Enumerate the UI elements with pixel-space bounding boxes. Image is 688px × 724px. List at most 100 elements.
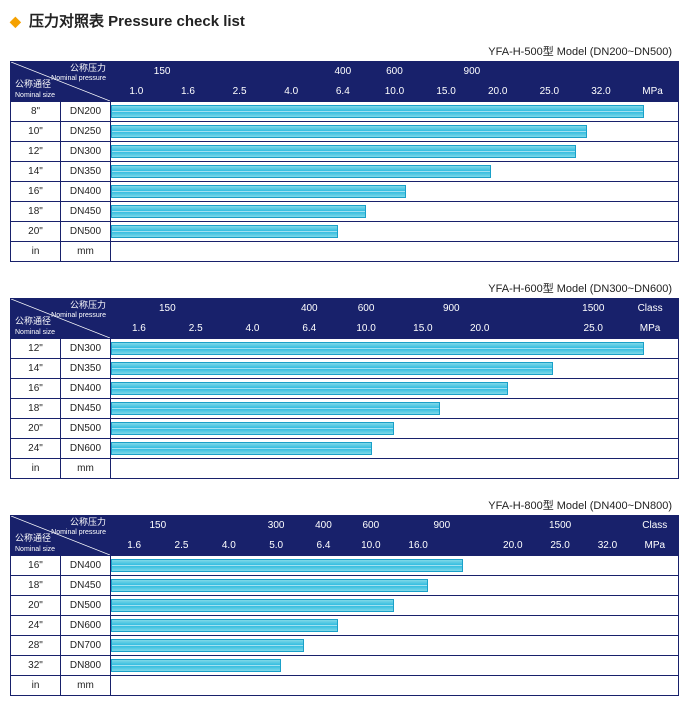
pressure-bar	[111, 402, 440, 415]
table-row: 8"DN200	[11, 102, 679, 122]
size-mm: DN500	[61, 596, 111, 616]
pressure-table: 公称压力Nominal pressure公称通径Nominal size150 3…	[10, 515, 679, 696]
class-header-cell: 1500	[536, 516, 583, 536]
pressure-bar	[111, 579, 428, 592]
mpa-header-cell: 4.0	[205, 536, 252, 556]
table-row: 10"DN250	[11, 122, 679, 142]
size-mm: DN400	[61, 556, 111, 576]
mpa-header-cell: 25.0	[565, 319, 622, 339]
bar-cell	[111, 122, 679, 142]
size-mm: DN400	[61, 379, 111, 399]
mpa-header-cell: 2.5	[214, 82, 266, 102]
class-header-cell: 900	[394, 516, 489, 536]
size-mm: DN600	[61, 616, 111, 636]
size-in: 28"	[11, 636, 61, 656]
size-in: 20"	[11, 222, 61, 242]
size-in: 18"	[11, 202, 61, 222]
class-header-cell: 150	[111, 299, 225, 319]
class-header-cell: 900	[420, 62, 523, 82]
mpa-header-cell: 1.0	[111, 82, 163, 102]
mpa-unit-cell: MPa	[631, 536, 678, 556]
corner-label: 公称压力Nominal pressure公称通径Nominal size	[11, 62, 111, 102]
size-in: 24"	[11, 439, 61, 459]
class-header-cell	[224, 299, 281, 319]
bar-cell	[111, 636, 679, 656]
pressure-bar	[111, 205, 366, 218]
bar-cell	[111, 379, 679, 399]
unit-mm: mm	[61, 242, 111, 262]
bar-cell	[111, 202, 679, 222]
table-row: 14"DN350	[11, 162, 679, 182]
mpa-header-cell: 32.0	[584, 536, 631, 556]
size-mm: DN600	[61, 439, 111, 459]
mpa-header-cell: 10.0	[347, 536, 394, 556]
size-in: 16"	[11, 182, 61, 202]
pressure-bar	[111, 342, 644, 355]
table-row: 28"DN700	[11, 636, 679, 656]
class-header-cell	[524, 62, 627, 82]
pressure-bar	[111, 225, 338, 238]
size-in: 8"	[11, 102, 61, 122]
mpa-unit-cell: MPa	[627, 82, 679, 102]
mpa-header-cell: 6.4	[281, 319, 338, 339]
pressure-bar	[111, 165, 491, 178]
class-header-cell	[205, 516, 252, 536]
size-in: 18"	[11, 399, 61, 419]
class-header-cell: 1500	[565, 299, 622, 319]
corner-label: 公称压力Nominal pressure公称通径Nominal size	[11, 516, 111, 556]
class-header-cell: 900	[394, 299, 508, 319]
pressure-bar	[111, 362, 553, 375]
table-row: 14"DN350	[11, 359, 679, 379]
size-in: 18"	[11, 576, 61, 596]
class-header-cell: 150	[111, 516, 206, 536]
size-mm: DN500	[61, 222, 111, 242]
size-mm: DN450	[61, 399, 111, 419]
mpa-header-cell: 1.6	[111, 319, 168, 339]
class-header-cell: 600	[347, 516, 394, 536]
bar-cell	[111, 339, 679, 359]
class-header-cell: 600	[338, 299, 395, 319]
unit-mm: mm	[61, 459, 111, 479]
table-row: 12"DN300	[11, 142, 679, 162]
mpa-header-cell: 32.0	[575, 82, 627, 102]
unit-in: in	[11, 676, 61, 696]
table-row: 18"DN450	[11, 399, 679, 419]
table-row: 20"DN500	[11, 222, 679, 242]
class-header-cell: 400	[281, 299, 338, 319]
model-label: YFA-H-500型 Model (DN200~DN500)	[10, 43, 678, 59]
title-en: Pressure check list	[108, 13, 245, 30]
class-header-cell	[214, 62, 317, 82]
size-in: 10"	[11, 122, 61, 142]
mpa-header-cell: 20.0	[489, 536, 536, 556]
size-in: 16"	[11, 556, 61, 576]
size-mm: DN250	[61, 122, 111, 142]
size-mm: DN400	[61, 182, 111, 202]
mpa-header-cell: 15.0	[420, 82, 472, 102]
unit-in: in	[11, 242, 61, 262]
size-mm: DN350	[61, 359, 111, 379]
pressure-bar	[111, 422, 394, 435]
size-mm: DN800	[61, 656, 111, 676]
class-header-cell	[489, 516, 536, 536]
table-row: 24"DN600	[11, 439, 679, 459]
bar-cell	[111, 596, 679, 616]
table-row: 16"DN400	[11, 556, 679, 576]
unit-spacer	[111, 459, 679, 479]
class-unit-cell: Class	[631, 516, 678, 536]
pressure-bar	[111, 382, 508, 395]
size-mm: DN450	[61, 202, 111, 222]
mpa-header-cell: 2.5	[167, 319, 224, 339]
size-mm: DN500	[61, 419, 111, 439]
size-in: 14"	[11, 162, 61, 182]
pressure-bar	[111, 599, 394, 612]
diamond-icon: ◆	[10, 13, 21, 29]
size-in: 20"	[11, 596, 61, 616]
mpa-header-cell: 6.4	[300, 536, 347, 556]
pressure-bar	[111, 619, 338, 632]
bar-cell	[111, 102, 679, 122]
corner-label: 公称压力Nominal pressure公称通径Nominal size	[11, 299, 111, 339]
bar-cell	[111, 182, 679, 202]
class-header-cell	[508, 299, 565, 319]
class-header-cell: 300	[252, 516, 299, 536]
mpa-header-cell: 20.0	[472, 82, 524, 102]
